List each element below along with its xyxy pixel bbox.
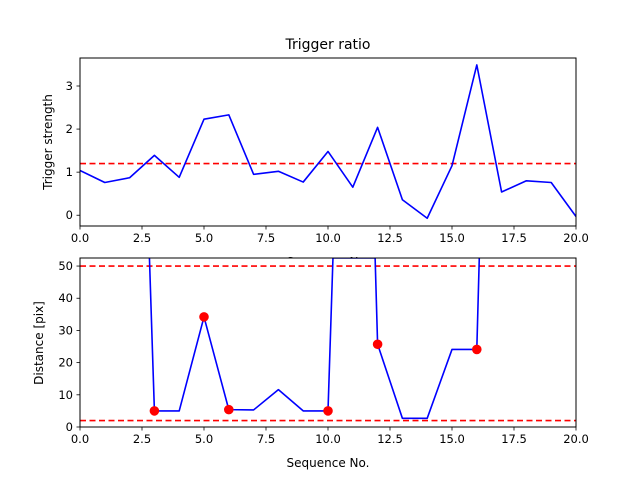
bottom-chart-plot-content	[80, 258, 576, 422]
bottom-chart-ylabel: Distance [pix]	[32, 301, 46, 385]
bottom-chart-x-tick-label: 15.0	[439, 432, 465, 446]
top-chart-plot-area	[80, 58, 576, 226]
top-chart-y-tick-label: 1	[66, 165, 73, 179]
top-chart-panel: 0.0 2.5 5.0 7.5 10.0 12.5 15.0 17.5 20.0 0 1 2 3	[66, 57, 589, 245]
bottom-chart-x-tick-label: 5.0	[195, 432, 213, 446]
top-chart-x-tick-label: 17.5	[501, 231, 527, 245]
bottom-chart-y-tick-label: 40	[58, 291, 73, 305]
top-chart-plot-content	[80, 64, 576, 220]
top-chart-x-tick-label: 15.0	[439, 231, 465, 245]
bottom-chart-y-tick-label: 50	[58, 259, 73, 273]
top-chart-x-tick-label: 7.5	[257, 231, 275, 245]
bottom-chart-xlabel: Sequence No.	[287, 456, 370, 470]
bottom-chart-x-tick-label: 12.5	[377, 432, 403, 446]
bottom-chart-marker-point	[224, 404, 234, 415]
top-chart-x-tick-label: 0.0	[71, 231, 89, 245]
top-chart-y-tick-label: 2	[66, 122, 73, 136]
bottom-chart-x-tick-label: 10.0	[315, 432, 341, 446]
bottom-chart-y-tick-label: 10	[58, 388, 73, 402]
bottom-chart-marker-point	[199, 312, 209, 322]
top-chart-ylabel: Trigger strength	[41, 94, 55, 191]
bottom-chart-y-tick-label: 20	[58, 356, 73, 370]
top-chart-series-line	[80, 64, 576, 220]
bottom-chart-x-tick-label: 17.5	[501, 432, 527, 446]
top-chart-x-tick-label: 5.0	[195, 231, 213, 245]
bottom-chart-x-tick-label: 0.0	[71, 432, 89, 446]
bottom-chart-panel: 0.0 2.5 5.0 7.5 10.0 12.5 15.0 17.5 20.0 0 10 20 30 4…	[58, 257, 589, 446]
top-chart-x-tick-label: 20.0	[563, 231, 589, 245]
top-chart-x-tick-label: 2.5	[133, 231, 151, 245]
bottom-chart-x-tick-label: 20.0	[563, 432, 589, 446]
bottom-chart-marker-point	[323, 406, 333, 416]
top-chart-y-tick-label: 3	[66, 79, 73, 93]
top-chart-x-tick-label: 12.5	[377, 231, 403, 245]
top-chart-title: Trigger ratio	[284, 37, 370, 53]
top-chart-x-tick-label: 10.0	[315, 231, 341, 245]
bottom-chart-x-tick-label: 7.5	[257, 432, 275, 446]
bottom-chart-y-tick-label: 0	[66, 420, 73, 434]
bottom-chart-marker-point	[372, 339, 383, 350]
bottom-chart-x-tick-label: 2.5	[133, 432, 151, 446]
top-chart-y-tick-label: 0	[66, 208, 73, 222]
bottom-chart-y-tick-label: 30	[58, 323, 73, 337]
bottom-chart-marker-point	[472, 344, 482, 355]
bottom-chart-marker-point	[149, 406, 160, 416]
